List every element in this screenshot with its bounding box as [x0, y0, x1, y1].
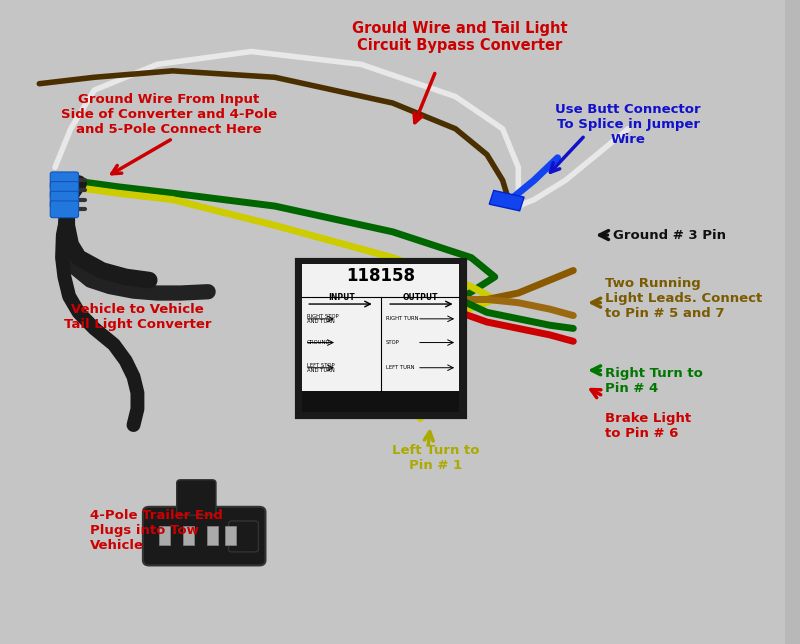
Text: Ground # 3 Pin: Ground # 3 Pin: [613, 229, 726, 242]
FancyBboxPatch shape: [229, 521, 258, 552]
Bar: [183, 526, 194, 545]
Text: Right Turn to
Pin # 4: Right Turn to Pin # 4: [605, 367, 702, 395]
Text: RIGHT STOP
AND TURN: RIGHT STOP AND TURN: [307, 314, 338, 324]
Text: INPUT: INPUT: [328, 293, 355, 302]
Bar: [302, 264, 459, 392]
Text: RIGHT TURN: RIGHT TURN: [386, 316, 418, 321]
FancyBboxPatch shape: [177, 480, 216, 515]
Text: OUTPUT: OUTPUT: [402, 293, 438, 302]
Bar: [302, 392, 459, 412]
Text: 4-Pole Trailer End
Plugs into Tow
Vehicle: 4-Pole Trailer End Plugs into Tow Vehicl…: [90, 509, 223, 552]
Bar: [490, 191, 524, 211]
FancyBboxPatch shape: [50, 182, 78, 198]
Text: Use Butt Connector
To Splice in Jumper
Wire: Use Butt Connector To Splice in Jumper W…: [555, 103, 701, 146]
Text: Brake Light
to Pin # 6: Brake Light to Pin # 6: [605, 412, 691, 440]
Text: GROUND: GROUND: [307, 340, 330, 345]
Text: LEFT TURN: LEFT TURN: [386, 365, 414, 370]
FancyBboxPatch shape: [50, 191, 78, 208]
Text: Ground Wire From Input
Side of Converter and 4-Pole
and 5-Pole Connect Here: Ground Wire From Input Side of Converter…: [61, 93, 277, 137]
Text: LEFT STOP
AND TURN: LEFT STOP AND TURN: [307, 363, 335, 373]
Text: STOP: STOP: [386, 340, 399, 345]
Text: Grould Wire and Tail Light
Circuit Bypass Converter: Grould Wire and Tail Light Circuit Bypas…: [352, 21, 567, 53]
Bar: [225, 526, 236, 545]
Bar: [159, 526, 170, 545]
FancyBboxPatch shape: [50, 201, 78, 218]
Text: Two Running
Light Leads. Connect
to Pin # 5 and 7: Two Running Light Leads. Connect to Pin …: [605, 277, 762, 320]
FancyBboxPatch shape: [143, 507, 266, 565]
FancyBboxPatch shape: [297, 260, 465, 417]
FancyBboxPatch shape: [50, 172, 78, 189]
Bar: [206, 526, 218, 545]
Text: Vehicle to Vehicle
Tail Light Converter: Vehicle to Vehicle Tail Light Converter: [64, 303, 211, 330]
Text: 118158: 118158: [346, 267, 415, 285]
Text: Left Turn to
Pin # 1: Left Turn to Pin # 1: [392, 444, 480, 472]
